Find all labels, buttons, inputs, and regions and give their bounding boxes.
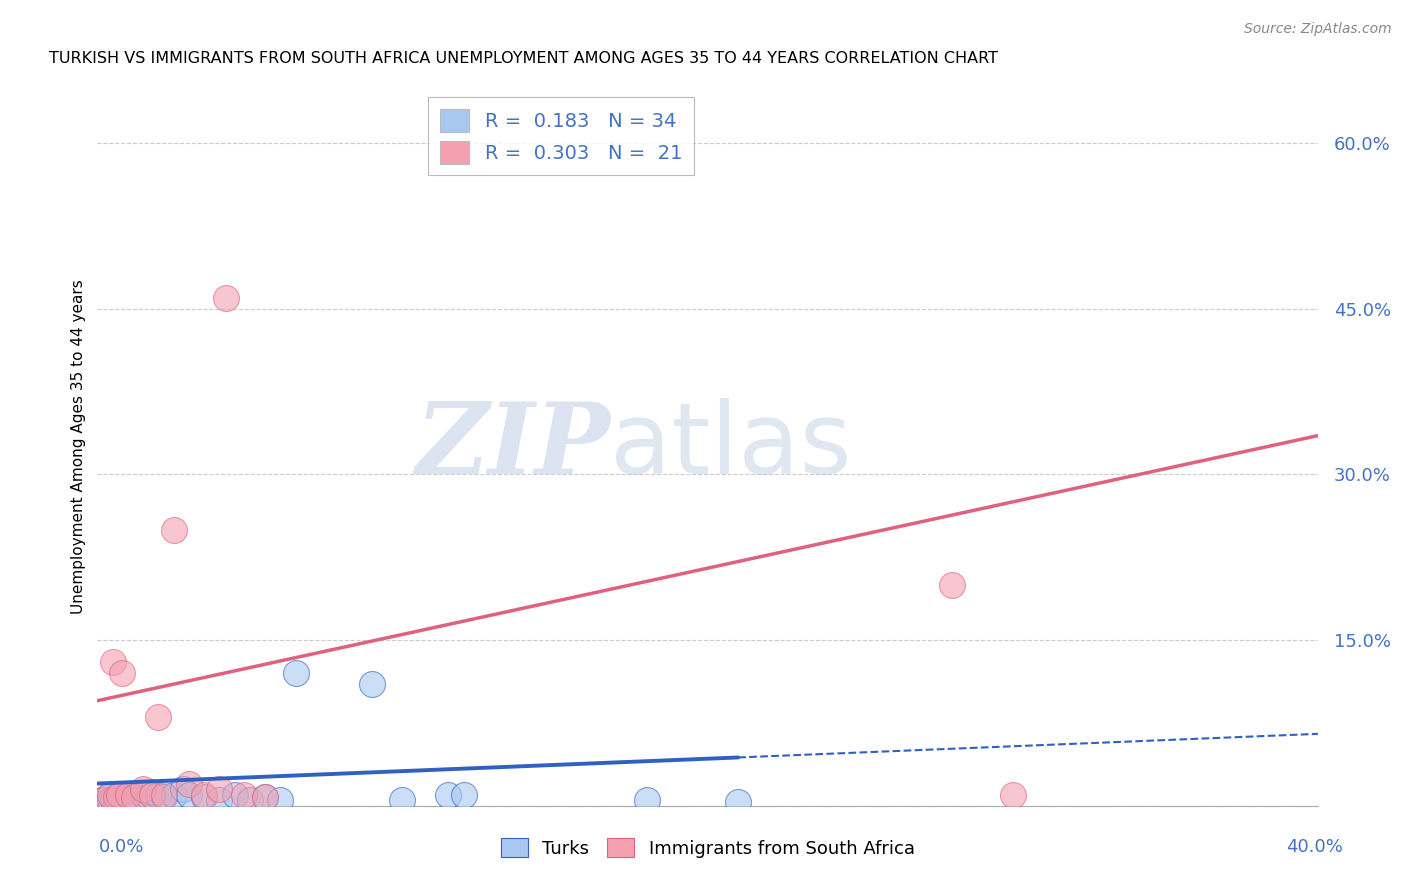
Point — [120, 793, 142, 807]
Point — [269, 793, 291, 807]
Point — [453, 788, 475, 802]
Point — [107, 788, 129, 802]
Point — [114, 789, 136, 804]
Point — [391, 793, 413, 807]
Point — [232, 788, 254, 802]
Text: Source: ZipAtlas.com: Source: ZipAtlas.com — [1244, 22, 1392, 37]
Legend: R =  0.183   N = 34, R =  0.303   N =  21: R = 0.183 N = 34, R = 0.303 N = 21 — [429, 97, 695, 176]
Point — [111, 793, 134, 807]
Point — [138, 789, 160, 804]
Point — [111, 666, 134, 681]
Point — [727, 795, 749, 809]
Text: atlas: atlas — [610, 398, 852, 495]
Text: 0.0%: 0.0% — [98, 838, 143, 856]
Point — [636, 793, 658, 807]
Point — [132, 782, 155, 797]
Text: ZIP: ZIP — [415, 399, 610, 495]
Point — [284, 666, 307, 681]
Point — [162, 788, 184, 802]
Point — [361, 677, 384, 691]
Point — [162, 523, 184, 537]
Point — [941, 578, 963, 592]
Point — [148, 788, 170, 802]
Point — [98, 788, 121, 802]
Point — [148, 710, 170, 724]
Point — [437, 788, 460, 802]
Text: TURKISH VS IMMIGRANTS FROM SOUTH AFRICA UNEMPLOYMENT AMONG AGES 35 TO 44 YEARS C: TURKISH VS IMMIGRANTS FROM SOUTH AFRICA … — [49, 51, 997, 66]
Point — [122, 789, 145, 804]
Text: 40.0%: 40.0% — [1286, 838, 1343, 856]
Point — [172, 782, 194, 797]
Point — [177, 788, 200, 802]
Y-axis label: Unemployment Among Ages 35 to 44 years: Unemployment Among Ages 35 to 44 years — [72, 279, 86, 614]
Point — [239, 793, 262, 807]
Point — [153, 789, 176, 804]
Point — [104, 789, 127, 804]
Point — [214, 291, 236, 305]
Point — [93, 793, 115, 807]
Point — [132, 788, 155, 802]
Point — [101, 655, 124, 669]
Point — [125, 792, 148, 806]
Point — [96, 789, 118, 804]
Point — [141, 788, 163, 802]
Point — [93, 793, 115, 807]
Point — [107, 792, 129, 806]
Point — [1001, 788, 1024, 802]
Point — [117, 788, 139, 802]
Point — [135, 791, 157, 805]
Point — [208, 782, 231, 797]
Point — [98, 793, 121, 807]
Point — [101, 793, 124, 807]
Point — [122, 789, 145, 804]
Point — [177, 776, 200, 790]
Point — [208, 793, 231, 807]
Point — [224, 788, 246, 802]
Point — [254, 789, 277, 804]
Point — [141, 785, 163, 799]
Point — [153, 788, 176, 802]
Point — [104, 795, 127, 809]
Point — [254, 789, 277, 804]
Point — [193, 788, 215, 802]
Point — [117, 788, 139, 802]
Point — [193, 789, 215, 804]
